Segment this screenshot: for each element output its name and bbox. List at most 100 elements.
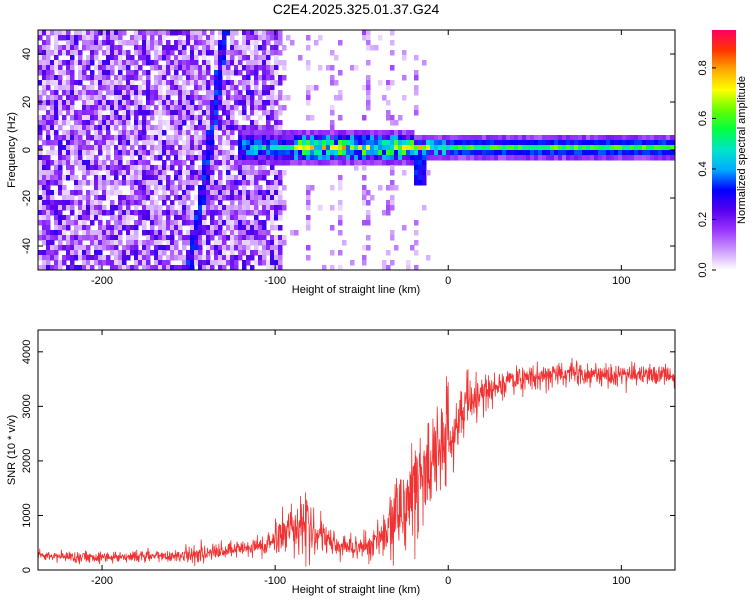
spectrogram-cell (254, 105, 259, 111)
spectrogram-cell (210, 35, 215, 41)
spectrogram-cell (50, 50, 55, 56)
spectrogram-cell (170, 140, 175, 146)
spectrogram-cell (74, 120, 79, 126)
spectrogram-cell (214, 220, 219, 226)
spectrogram-cell (114, 175, 119, 181)
spectrogram-cell (66, 150, 71, 156)
spectrogram-cell (126, 90, 131, 96)
spectrogram-cell (266, 185, 271, 191)
spectrogram-cell (218, 90, 223, 96)
spectrogram-cell (322, 150, 327, 156)
spectrogram-cell (342, 150, 347, 156)
spectrogram-cell (78, 125, 83, 131)
spectrogram-cell (138, 185, 143, 191)
spectrogram-cell (90, 135, 95, 141)
spectrogram-cell (314, 135, 319, 141)
spectrogram-cell (78, 135, 83, 141)
spectrogram-cell (246, 40, 251, 46)
spectrogram-cell (486, 140, 491, 146)
spectrogram-cell (58, 75, 63, 81)
spectrogram-cell (42, 115, 47, 121)
spectrogram-cell (158, 140, 163, 146)
spectrogram-cell (218, 160, 223, 166)
spectrogram-cell (306, 195, 311, 201)
spectrogram-cell (234, 90, 239, 96)
spectrogram-cell (134, 120, 139, 126)
spectrogram-cell (54, 170, 59, 176)
spectrogram-cell (110, 125, 115, 131)
spectrogram-cell (206, 45, 211, 51)
spectrogram-cell (110, 180, 115, 186)
spectrogram-cell (254, 245, 259, 251)
spectrogram-cell (122, 180, 127, 186)
spectrogram-cell (242, 250, 247, 256)
spectrogram-cell (94, 175, 99, 181)
spectrogram-cell (410, 245, 415, 251)
spectrogram-cell (270, 170, 275, 176)
spectrogram-cell (78, 80, 83, 86)
spectrogram-cell (54, 80, 59, 86)
spectrogram-cell (186, 220, 191, 226)
spectrogram-cell (286, 35, 291, 41)
spectrogram-cell (46, 155, 51, 161)
spectrogram-cell (442, 150, 447, 156)
spectrogram-cell (266, 85, 271, 91)
spectrogram-cell (306, 150, 311, 156)
spectrogram-cell (198, 255, 203, 261)
spectrogram-cell (234, 195, 239, 201)
spectrogram-cell (94, 255, 99, 261)
spectrogram-cell (150, 235, 155, 241)
spectrogram-cell (78, 240, 83, 246)
spectrogram-cell (106, 80, 111, 86)
spectrogram-cell (38, 180, 43, 186)
spectrogram-cell (166, 225, 171, 231)
spectrogram-cell (106, 50, 111, 56)
spectrogram-cell (338, 230, 343, 236)
spectrogram-cell (210, 40, 215, 46)
spectrogram-cell (270, 45, 275, 51)
spectrogram-cell (162, 120, 167, 126)
spectrogram-cell (122, 105, 127, 111)
spectrogram-cell (130, 210, 135, 216)
spectrogram-cell (50, 105, 55, 111)
spectrogram-cell (262, 40, 267, 46)
spectrogram-cell (38, 155, 43, 161)
spectrogram-cell (306, 145, 311, 151)
spectrogram-cell (210, 145, 215, 151)
spectrogram-cell (146, 245, 151, 251)
spectrogram-cell (182, 255, 187, 261)
spectrogram-cell (86, 245, 91, 251)
spectrogram-cell (202, 45, 207, 51)
spectrogram-cell (158, 65, 163, 71)
spectrogram-cell (570, 135, 575, 141)
spectrogram-cell (86, 65, 91, 71)
spectrogram-cell (46, 260, 51, 266)
spectrogram-cell (114, 155, 119, 161)
spectrogram-cell (214, 60, 219, 66)
spectrogram-cell (462, 150, 467, 156)
spectrogram-cell (86, 125, 91, 131)
spectrogram-cell (374, 145, 379, 151)
spectrogram-cell (386, 185, 391, 191)
spectrogram-cell (198, 140, 203, 146)
spectrogram-cell (142, 255, 147, 261)
spectrogram-cell (278, 160, 283, 166)
spectrogram-cell (118, 35, 123, 41)
spectrogram-cell (390, 180, 395, 186)
spectrogram-cell (398, 160, 403, 166)
spectrogram-cell (386, 160, 391, 166)
spectrogram-cell (102, 245, 107, 251)
spectrogram-cell (54, 150, 59, 156)
spectrogram-cell (278, 35, 283, 41)
spectrogram-cell (78, 130, 83, 136)
spectrogram-cell (130, 125, 135, 131)
spectrogram-cell (78, 120, 83, 126)
spectrogram-cell (186, 155, 191, 161)
spectrogram-cell (534, 155, 539, 161)
spectrogram-cell (98, 185, 103, 191)
spectrogram-cell (170, 125, 175, 131)
spectrogram-cell (326, 155, 331, 161)
spectrogram-cell (130, 130, 135, 136)
spectrogram-cell (194, 45, 199, 51)
spectrogram-cell (610, 140, 615, 146)
